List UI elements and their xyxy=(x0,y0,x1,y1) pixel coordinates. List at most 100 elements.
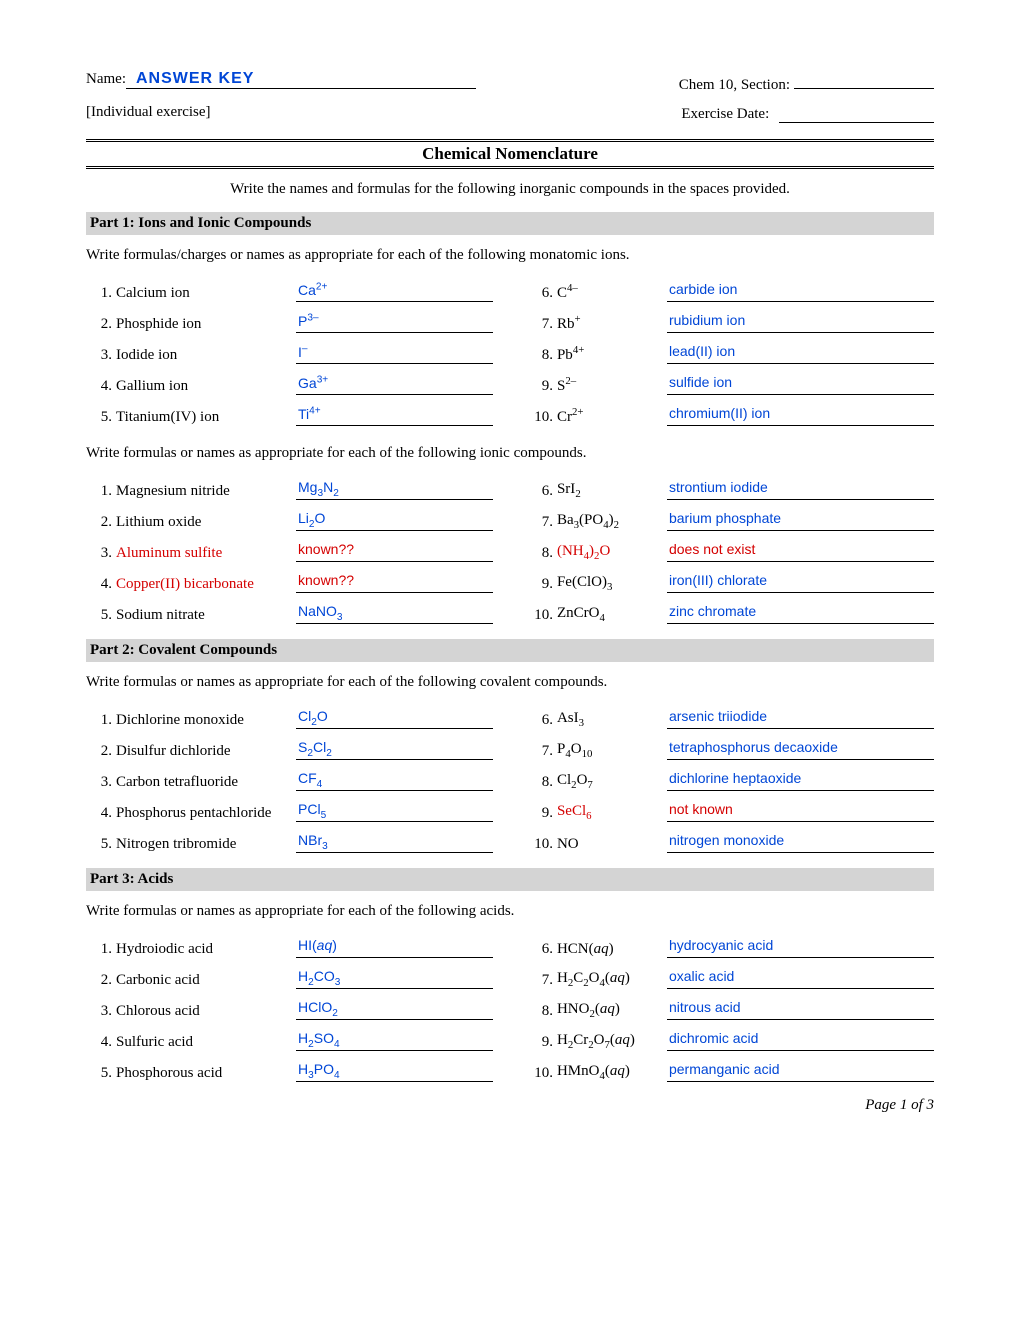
answer-line: not known xyxy=(667,801,934,822)
date-area: Exercise Date: xyxy=(681,104,934,123)
list-item: 7. Ba3(PO4)2 barium phosphate xyxy=(527,507,934,531)
item-number: 6. xyxy=(527,941,557,958)
answer-text: chromium(II) ion xyxy=(667,405,770,421)
list-item: 2. Carbonic acid H2CO3 xyxy=(86,965,493,989)
answer-line: H2CO3 xyxy=(296,968,493,989)
answer-line: Ga3+ xyxy=(296,374,493,395)
answer-line: Ca2+ xyxy=(296,281,493,302)
list-item: 9. H2Cr2O7(aq) dichromic acid xyxy=(527,1027,934,1051)
answer-line: H3PO4 xyxy=(296,1061,493,1082)
list-item: 5. Sodium nitrate NaNO3 xyxy=(86,600,493,624)
part2-block: 1. Dichlorine monoxide Cl2O 2. Disulfur … xyxy=(86,705,934,860)
answer-line: Ti4+ xyxy=(296,405,493,426)
answer-line: does not exist xyxy=(667,541,934,562)
item-number: 9. xyxy=(527,1034,557,1051)
item-formula: NO xyxy=(557,836,667,853)
list-item: 2. Lithium oxide Li2O xyxy=(86,507,493,531)
item-number: 2. xyxy=(86,514,116,531)
answer-line: known?? xyxy=(296,541,493,562)
answer-line: S2Cl2 xyxy=(296,739,493,760)
list-item: 2. Phosphide ion P3– xyxy=(86,309,493,333)
part3-head: Part 3: Acids xyxy=(86,868,934,891)
answer-text: barium phosphate xyxy=(667,510,781,526)
item-prompt: Iodide ion xyxy=(116,347,296,364)
item-formula: Rb+ xyxy=(557,313,667,333)
part3-block: 1. Hydroiodic acid HI(aq) 2. Carbonic ac… xyxy=(86,934,934,1089)
item-prompt: Magnesium nitride xyxy=(116,483,296,500)
answer-text: rubidium ion xyxy=(667,312,745,328)
list-item: 5. Titanium(IV) ion Ti4+ xyxy=(86,402,493,426)
item-number: 5. xyxy=(86,409,116,426)
item-number: 7. xyxy=(527,316,557,333)
answer-text: lead(II) ion xyxy=(667,343,735,359)
item-formula: ZnCrO4 xyxy=(557,605,667,624)
item-formula: HNO2(aq) xyxy=(557,1001,667,1020)
answer-line: HClO2 xyxy=(296,999,493,1020)
answer-text: S2Cl2 xyxy=(296,739,332,755)
item-formula: S2– xyxy=(557,375,667,395)
answer-line: strontium iodide xyxy=(667,479,934,500)
item-prompt: Titanium(IV) ion xyxy=(116,409,296,426)
item-number: 6. xyxy=(527,285,557,302)
item-number: 2. xyxy=(86,972,116,989)
answer-text: HI(aq) xyxy=(296,937,337,953)
part1-text2: Write formulas or names as appropriate f… xyxy=(86,445,934,462)
list-item: 10. HMnO4(aq) permanganic acid xyxy=(527,1058,934,1082)
item-number: 3. xyxy=(86,347,116,364)
list-item: 5. Phosphorous acid H3PO4 xyxy=(86,1058,493,1082)
answer-text: nitrogen monoxide xyxy=(667,832,784,848)
answer-line: dichlorine heptaoxide xyxy=(667,770,934,791)
item-number: 10. xyxy=(527,409,557,426)
list-item: 10. ZnCrO4 zinc chromate xyxy=(527,600,934,624)
answer-line: barium phosphate xyxy=(667,510,934,531)
item-number: 6. xyxy=(527,483,557,500)
list-item: 3. Aluminum sulfite known?? xyxy=(86,538,493,562)
item-number: 9. xyxy=(527,378,557,395)
answer-line: oxalic acid xyxy=(667,968,934,989)
item-formula: AsI3 xyxy=(557,710,667,729)
answer-line: nitrogen monoxide xyxy=(667,832,934,853)
answer-text: carbide ion xyxy=(667,281,738,297)
list-item: 3. Chlorous acid HClO2 xyxy=(86,996,493,1020)
item-number: 3. xyxy=(86,1003,116,1020)
answer-line: Mg3N2 xyxy=(296,479,493,500)
item-number: 1. xyxy=(86,285,116,302)
part1-head: Part 1: Ions and Ionic Compounds xyxy=(86,212,934,235)
part1-block2: 1. Magnesium nitride Mg3N2 2. Lithium ox… xyxy=(86,476,934,631)
date-underline xyxy=(779,104,934,123)
answer-text: arsenic triiodide xyxy=(667,708,767,724)
item-number: 3. xyxy=(86,545,116,562)
item-formula: HCN(aq) xyxy=(557,941,667,958)
item-number: 1. xyxy=(86,941,116,958)
answer-line: dichromic acid xyxy=(667,1030,934,1051)
answer-text: sulfide ion xyxy=(667,374,732,390)
item-number: 7. xyxy=(527,743,557,760)
item-number: 10. xyxy=(527,836,557,853)
answer-text: hydrocyanic acid xyxy=(667,937,773,953)
item-formula: C4– xyxy=(557,282,667,302)
answer-text: NBr3 xyxy=(296,832,328,848)
list-item: 1. Hydroiodic acid HI(aq) xyxy=(86,934,493,958)
answer-line: iron(III) chlorate xyxy=(667,572,934,593)
item-formula: HMnO4(aq) xyxy=(557,1063,667,1082)
list-item: 1. Dichlorine monoxide Cl2O xyxy=(86,705,493,729)
date-label: Exercise Date: xyxy=(681,106,769,122)
item-formula: Cr2+ xyxy=(557,406,667,426)
item-prompt: Nitrogen tribromide xyxy=(116,836,296,853)
item-formula: H2C2O4(aq) xyxy=(557,970,667,989)
answer-text: oxalic acid xyxy=(667,968,734,984)
answer-text: Mg3N2 xyxy=(296,479,339,495)
item-prompt: Carbon tetrafluoride xyxy=(116,774,296,791)
item-formula: (NH4)2O xyxy=(557,543,667,562)
answer-text: Ga3+ xyxy=(296,375,328,391)
item-number: 5. xyxy=(86,1065,116,1082)
item-formula: Cl2O7 xyxy=(557,772,667,791)
answer-key-text: ANSWER KEY xyxy=(136,70,254,87)
item-number: 3. xyxy=(86,774,116,791)
answer-text: strontium iodide xyxy=(667,479,768,495)
answer-line: Li2O xyxy=(296,510,493,531)
part3-text: Write formulas or names as appropriate f… xyxy=(86,903,934,920)
answer-text: known?? xyxy=(296,572,354,588)
item-prompt: Phosphorous acid xyxy=(116,1065,296,1082)
list-item: 4. Copper(II) bicarbonate known?? xyxy=(86,569,493,593)
